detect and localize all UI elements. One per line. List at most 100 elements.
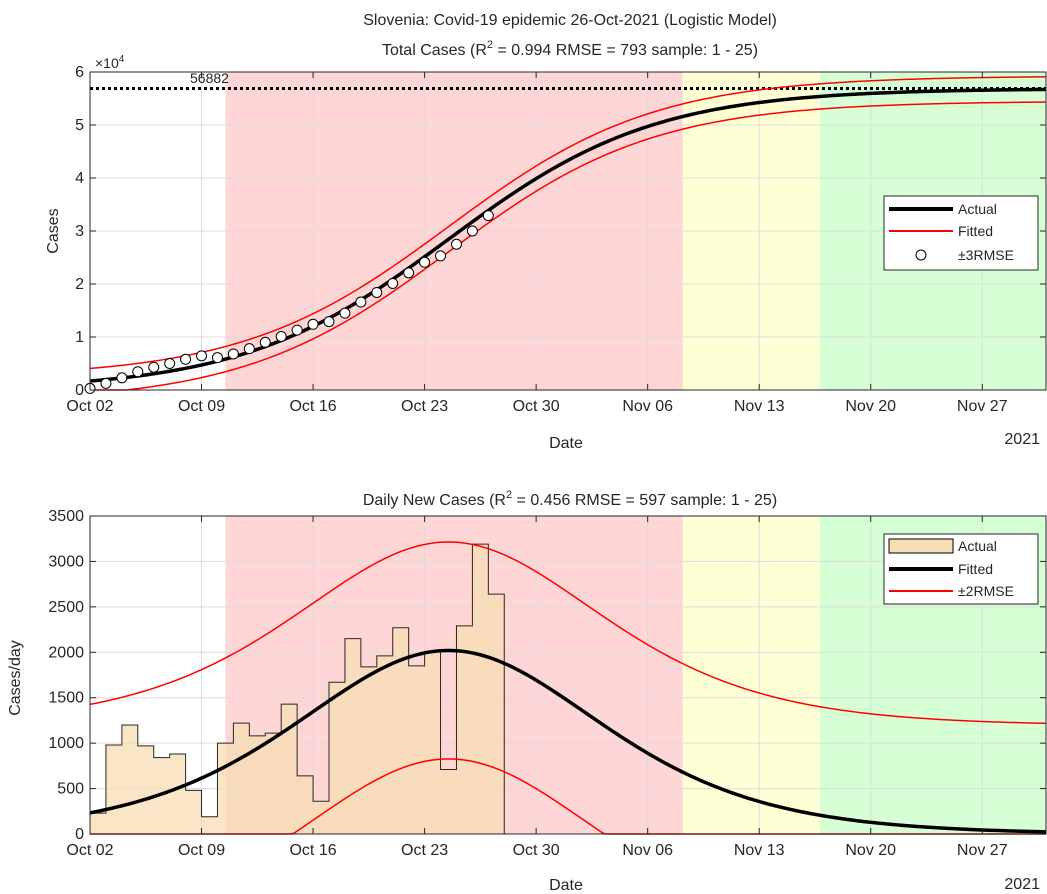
legend-fitted-label: Fitted (958, 561, 993, 577)
data-point (371, 286, 383, 298)
bar (249, 735, 266, 834)
x-tick-label: Oct 16 (289, 842, 336, 859)
data-point (259, 336, 271, 348)
y-tick-label: 1000 (48, 735, 84, 752)
x-tick-label: Nov 06 (622, 842, 673, 859)
x-tick-label: Oct 02 (66, 842, 113, 859)
bar (329, 682, 345, 834)
actual-points (84, 210, 494, 394)
fitted-curve (89, 648, 1047, 834)
ticks: Oct 02 Oct 09 Oct 16 Oct 23 Oct 30 Nov 06 Nov … (66, 64, 1046, 415)
x-tick-label: Nov 20 (845, 842, 896, 859)
data-point (211, 352, 223, 364)
chart-title: Slovenia: Covid-19 epidemic 26-Oct-2021 … (363, 12, 777, 29)
x-axis-label: Date (549, 877, 583, 894)
bar (233, 723, 250, 834)
total-cases-chart: Slovenia: Covid-19 epidemic 26-Oct-2021 … (45, 12, 1047, 452)
y-exponent-label: ×104 (95, 54, 125, 71)
bar (217, 743, 234, 834)
bar (297, 775, 314, 834)
bar (169, 754, 186, 834)
y-tick-label: 5 (75, 117, 84, 134)
data-point (116, 372, 128, 384)
bar (408, 665, 425, 834)
upper-band-path (89, 541, 1047, 725)
bar (90, 813, 106, 834)
data-point (435, 250, 447, 262)
y-tick-label: 2500 (48, 599, 84, 616)
y-tick-label: 3000 (48, 553, 84, 570)
data-point (450, 238, 462, 250)
upper-band-curve (89, 76, 1047, 370)
data-point (466, 225, 478, 237)
x-tick-label: Nov 27 (957, 398, 1008, 415)
upper-band-path (89, 76, 1047, 370)
bar (376, 655, 393, 834)
data-point (275, 330, 287, 342)
x-tick-label: Oct 23 (401, 842, 448, 859)
bar (153, 757, 170, 834)
data-point (323, 316, 335, 328)
bar (281, 704, 298, 834)
bar (424, 651, 441, 834)
data-point (419, 256, 431, 268)
data-point (132, 366, 144, 378)
x-tick-label: Oct 16 (289, 398, 336, 415)
x-tick-label: Oct 30 (513, 398, 560, 415)
x-tick-label: Nov 13 (734, 842, 785, 859)
legend: Actual Fitted ±2RMSE (883, 533, 1039, 605)
y-tick-label: 0 (75, 382, 84, 399)
data-point (307, 318, 319, 330)
chart-title: Daily New Cases (R2 = 0.456 RMSE = 597 s… (363, 489, 777, 509)
x-tick-label: Oct 02 (66, 398, 113, 415)
fitted-path (89, 648, 1047, 834)
y-tick-label: 1500 (48, 690, 84, 707)
data-point (387, 277, 399, 289)
data-point (148, 361, 160, 373)
bar (105, 744, 122, 834)
y-tick-label: 1 (75, 329, 84, 346)
lower-band-path (90, 101, 1047, 391)
y-axis-label: Cases (45, 208, 62, 253)
data-point (180, 353, 192, 365)
x-tick-label: Oct 23 (401, 398, 448, 415)
bar (456, 625, 473, 834)
x-axis-label: Date (549, 435, 583, 452)
y-tick-label: 3 (75, 223, 84, 240)
y-axis-label: Cases/day (7, 640, 24, 716)
data-point (355, 296, 367, 308)
bar (313, 801, 329, 834)
y-tick-label: 0 (75, 826, 84, 843)
bar (472, 544, 489, 834)
legend-actual-label: Actual (958, 201, 997, 217)
bar (185, 790, 202, 834)
ticks: Oct 02 Oct 09 Oct 16 Oct 23 Oct 30 Nov 06 Nov … (48, 508, 1046, 859)
actual-bars (89, 543, 505, 834)
phase-band-1 (682, 516, 820, 834)
x-tick-label: Oct 09 (178, 842, 225, 859)
upper-band-curve (89, 541, 1047, 725)
bar (360, 666, 377, 834)
y-tick-label: 3500 (48, 508, 84, 525)
legend-actual-label: Actual (958, 538, 997, 554)
y-tick-label: 2 (75, 276, 84, 293)
data-point (196, 350, 208, 362)
bar (392, 627, 409, 834)
x-tick-label: Nov 13 (734, 398, 785, 415)
data-point (339, 307, 351, 319)
bar (137, 745, 154, 834)
data-point (227, 348, 239, 360)
y-tick-label: 2000 (48, 644, 84, 661)
bar (265, 733, 282, 834)
y-tick-label: 6 (75, 64, 84, 81)
legend-actual-swatch (888, 538, 954, 554)
bar-outline (89, 543, 505, 834)
data-point (164, 358, 176, 369)
data-point (482, 210, 494, 222)
daily-cases-chart: Daily New Cases (R2 = 0.456 RMSE = 597 s… (7, 489, 1047, 894)
legend-rmse-marker (915, 249, 927, 261)
x-tick-label: Oct 30 (513, 842, 560, 859)
legend-fitted-label: Fitted (958, 223, 993, 239)
bar (344, 638, 361, 834)
